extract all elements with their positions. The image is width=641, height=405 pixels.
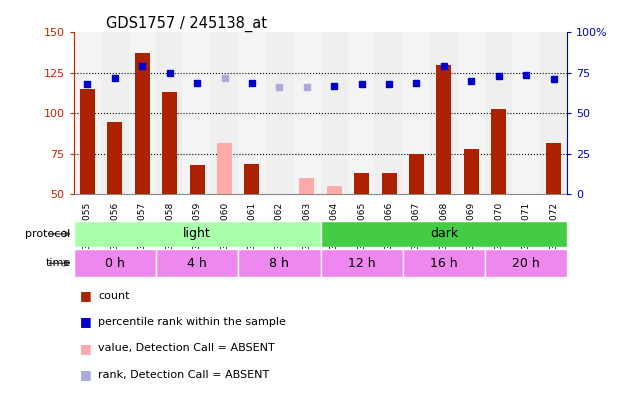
Text: 20 h: 20 h [512,257,540,270]
Bar [320,32,348,194]
Bar [320,221,567,247]
Bar [540,32,567,194]
Text: dark: dark [430,227,458,241]
Bar [156,249,238,277]
Bar [485,249,567,277]
Bar [217,143,232,194]
Text: light: light [183,227,211,241]
Text: 16 h: 16 h [430,257,458,270]
Bar [74,221,320,247]
Bar [80,89,95,194]
Text: 4 h: 4 h [187,257,207,270]
Bar [162,92,177,194]
Text: percentile rank within the sample: percentile rank within the sample [98,317,286,327]
Text: protocol: protocol [25,229,71,239]
Text: GDS1757 / 245138_at: GDS1757 / 245138_at [106,16,267,32]
Bar [320,249,403,277]
Text: time: time [46,258,71,268]
Bar [190,165,204,194]
Text: 8 h: 8 h [269,257,289,270]
Bar [293,32,320,194]
Bar [156,32,183,194]
Bar [512,32,540,194]
Bar [101,32,129,194]
Bar [381,173,397,194]
Bar [107,122,122,194]
Bar [403,32,430,194]
Bar [437,65,451,194]
Text: count: count [98,291,129,301]
Bar [464,149,479,194]
Bar [238,249,320,277]
Text: value, Detection Call = ABSENT: value, Detection Call = ABSENT [98,343,275,353]
Bar [327,186,342,194]
Bar [546,143,561,194]
Bar [74,249,156,277]
Bar [458,32,485,194]
Text: ■: ■ [80,315,92,328]
Text: ■: ■ [80,368,92,381]
Text: 0 h: 0 h [105,257,125,270]
Bar [265,32,293,194]
Bar [376,32,403,194]
Bar [491,109,506,194]
Bar [135,53,150,194]
Text: ■: ■ [80,342,92,355]
Bar [244,164,260,194]
Bar [183,32,211,194]
Bar [74,32,101,194]
Bar [299,178,314,194]
Bar [409,154,424,194]
Bar [403,249,485,277]
Bar [354,173,369,194]
Bar [348,32,376,194]
Bar [129,32,156,194]
Text: rank, Detection Call = ABSENT: rank, Detection Call = ABSENT [98,370,269,379]
Bar [430,32,458,194]
Bar [211,32,238,194]
Text: ■: ■ [80,289,92,302]
Text: 12 h: 12 h [348,257,376,270]
Bar [485,32,512,194]
Bar [238,32,265,194]
